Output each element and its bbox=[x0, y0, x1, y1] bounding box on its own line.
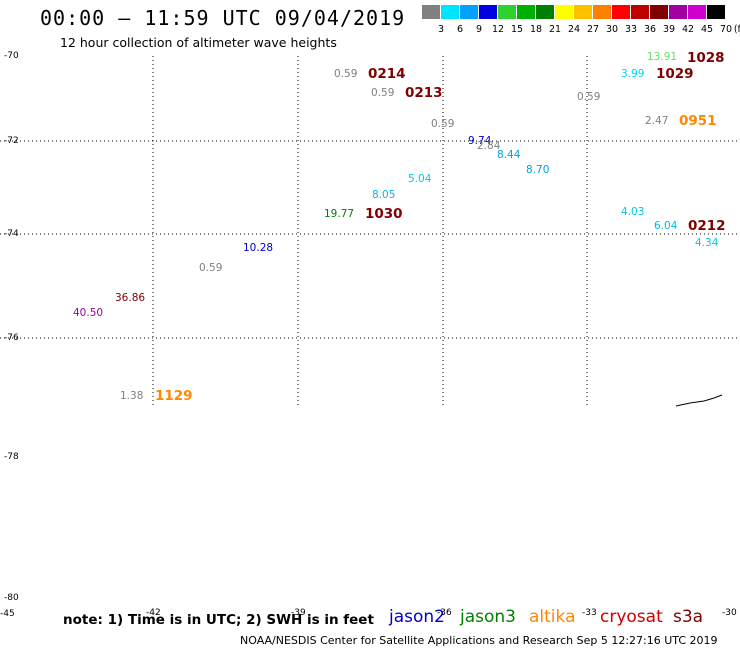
scale-swatch bbox=[707, 5, 725, 19]
observation-label: 0.59 bbox=[577, 91, 601, 103]
scale-label: 45 bbox=[700, 24, 714, 35]
lon-label: -33 bbox=[582, 608, 597, 618]
lon-label: -30 bbox=[722, 608, 737, 618]
observation-label: 8.44 bbox=[497, 149, 521, 161]
lat-label: -76 bbox=[4, 333, 19, 343]
legend-altika: altika bbox=[529, 607, 576, 627]
lat-label: -74 bbox=[4, 229, 19, 239]
observation-label: 10.28 bbox=[243, 242, 274, 254]
observation-label: 3.99 bbox=[621, 68, 645, 80]
observation-time-label: 0951 bbox=[679, 113, 717, 129]
lat-label: -70 bbox=[4, 51, 19, 61]
scale-swatch bbox=[650, 5, 668, 19]
observation-label: 4.03 bbox=[621, 206, 645, 218]
observation-label: 36.86 bbox=[115, 292, 146, 304]
scale-swatch bbox=[422, 5, 440, 19]
observation-time-label: 0214 bbox=[368, 66, 406, 82]
observation-label: 2.47 bbox=[645, 115, 669, 127]
lon-label: -36 bbox=[437, 608, 452, 618]
observation-time-label: 1129 bbox=[155, 388, 193, 404]
scale-label: 27 bbox=[586, 24, 600, 35]
observation-label: 1.38 bbox=[120, 390, 144, 402]
lat-label: -80 bbox=[4, 593, 19, 603]
scale-label: 70 bbox=[719, 24, 733, 35]
legend-cryosat: cryosat bbox=[600, 607, 663, 627]
footer-note: note: 1) Time is in UTC; 2) SWH is in fe… bbox=[63, 612, 374, 628]
observation-label: 8.70 bbox=[526, 164, 550, 176]
observation-time-label: 1030 bbox=[365, 206, 403, 222]
scale-swatch bbox=[593, 5, 611, 19]
scale-swatch bbox=[441, 5, 459, 19]
observation-label: 8.05 bbox=[372, 189, 396, 201]
scale-label: 33 bbox=[624, 24, 638, 35]
observation-time-label: 0212 bbox=[688, 218, 726, 234]
observation-label: 6.04 bbox=[654, 220, 678, 232]
observation-label: 9.74 bbox=[468, 135, 492, 147]
scale-swatch bbox=[536, 5, 554, 19]
legend-s3a: s3a bbox=[673, 607, 704, 627]
legend-jason3: jason3 bbox=[460, 607, 516, 627]
legend-jason2: jason2 bbox=[389, 607, 445, 627]
observation-time-label: 1029 bbox=[656, 66, 694, 82]
scale-swatch bbox=[460, 5, 478, 19]
observation-label: 13.91 bbox=[647, 51, 678, 63]
credit-line: NOAA/NESDIS Center for Satellite Applica… bbox=[240, 634, 718, 647]
lat-label: -72 bbox=[4, 136, 19, 146]
scale-swatch bbox=[498, 5, 516, 19]
observation-label: 40.50 bbox=[73, 307, 104, 319]
observation-label: 5.04 bbox=[408, 173, 432, 185]
observation-label: 2.84 bbox=[477, 140, 501, 152]
scale-label: 9 bbox=[475, 24, 483, 35]
observation-label: 0.59 bbox=[431, 118, 455, 130]
lon-label: -42 bbox=[146, 608, 161, 618]
scale-label: 3 bbox=[437, 24, 445, 35]
scale-swatch bbox=[555, 5, 573, 19]
scale-unit-label: (ft) bbox=[733, 24, 740, 35]
scale-swatch bbox=[631, 5, 649, 19]
scale-label: 18 bbox=[529, 24, 543, 35]
map-subtitle: 12 hour collection of altimeter wave hei… bbox=[60, 35, 337, 50]
observation-label: 0.59 bbox=[199, 262, 223, 274]
scale-label: 30 bbox=[605, 24, 619, 35]
coastline bbox=[675, 394, 723, 407]
scale-label: 42 bbox=[681, 24, 695, 35]
scale-label: 15 bbox=[510, 24, 524, 35]
map-title: 00:00 — 11:59 UTC 09/04/2019 bbox=[40, 6, 406, 30]
scale-label: 36 bbox=[643, 24, 657, 35]
scale-label: 21 bbox=[548, 24, 562, 35]
scale-label: 6 bbox=[456, 24, 464, 35]
observation-label: 0.59 bbox=[371, 87, 395, 99]
observation-time-label: 1028 bbox=[687, 50, 725, 66]
scale-swatch bbox=[688, 5, 706, 19]
scale-swatch bbox=[574, 5, 592, 19]
observation-label: 19.77 bbox=[324, 208, 355, 220]
scale-swatch bbox=[612, 5, 630, 19]
observation-label: 0.59 bbox=[334, 68, 358, 80]
scale-swatch bbox=[517, 5, 535, 19]
scale-label: 39 bbox=[662, 24, 676, 35]
observation-label: 4.34 bbox=[695, 237, 719, 249]
scale-swatch bbox=[669, 5, 687, 19]
lat-label: -78 bbox=[4, 452, 19, 462]
lon-label: -45 bbox=[0, 609, 15, 619]
observation-time-label: 0213 bbox=[405, 85, 443, 101]
scale-label: 12 bbox=[491, 24, 505, 35]
lon-label: -39 bbox=[291, 608, 306, 618]
scale-swatch bbox=[479, 5, 497, 19]
scale-label: 24 bbox=[567, 24, 581, 35]
